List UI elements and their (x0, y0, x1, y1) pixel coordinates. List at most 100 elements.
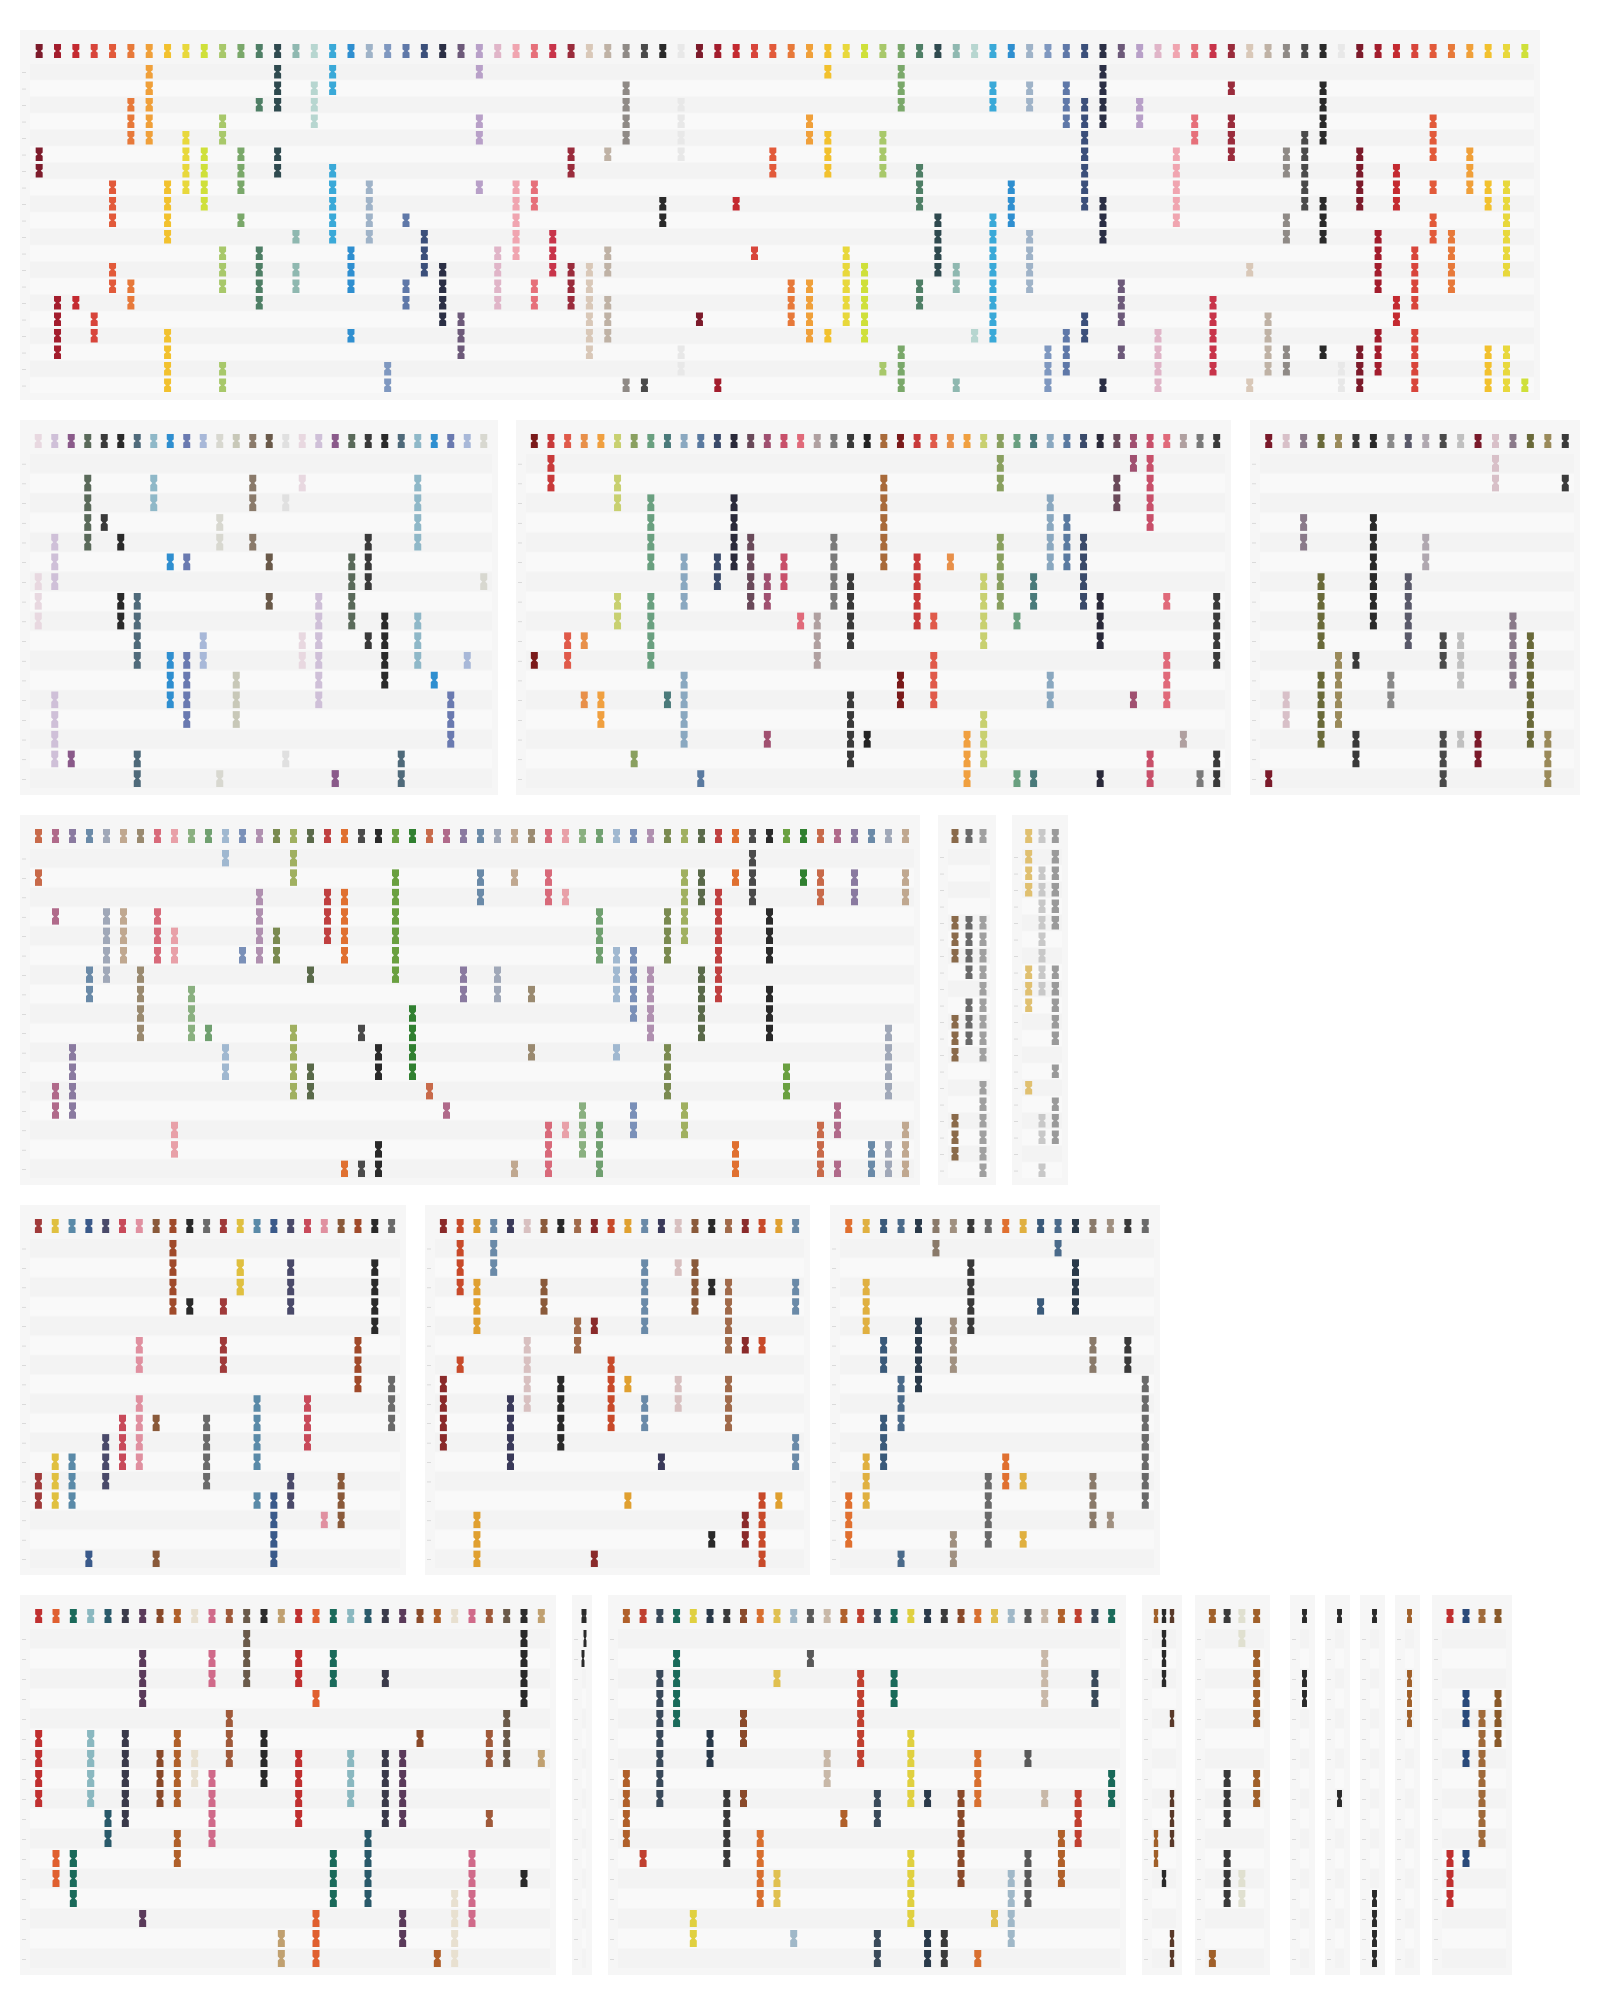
strap-mark (673, 1670, 681, 1687)
row-tick (1327, 1959, 1331, 1960)
row-tick (22, 1130, 26, 1132)
strap-mark (1051, 916, 1059, 930)
strap-mark (399, 1750, 407, 1767)
strap-mark (604, 329, 612, 343)
strap-mark (622, 1790, 630, 1807)
strap-mark (873, 1810, 881, 1827)
strap-mark (963, 730, 971, 748)
strap-mark (485, 1810, 493, 1827)
header-swatch (154, 829, 161, 843)
row-tick (832, 1248, 836, 1250)
strap-mark (1484, 362, 1492, 376)
strap-mark (208, 1650, 216, 1667)
row-tick (1252, 641, 1256, 642)
strap-mark (763, 730, 771, 748)
header-swatch (1404, 434, 1412, 448)
strap-mark (166, 652, 174, 669)
strap-mark (1374, 263, 1382, 277)
header-swatch (416, 1609, 424, 1623)
row-tick (1014, 923, 1018, 924)
strap-mark (980, 730, 988, 748)
strap-mark (117, 612, 125, 630)
strap-mark (381, 671, 389, 689)
strap-mark (1136, 98, 1144, 112)
header-swatch (331, 434, 339, 448)
strap-mark (725, 1278, 733, 1296)
strap-mark (392, 888, 399, 906)
grid-row (1335, 1709, 1344, 1728)
row-tick (22, 352, 26, 354)
row-tick (1397, 1799, 1401, 1800)
header-swatch (1492, 434, 1499, 448)
strap-mark (69, 1063, 76, 1080)
strap-mark (979, 1147, 987, 1161)
header-swatch (817, 829, 824, 843)
strap-mark (1352, 652, 1360, 669)
strap-mark (747, 553, 755, 571)
strap-mark (604, 296, 612, 310)
strap-mark (857, 1670, 865, 1687)
strap-mark (1038, 1114, 1046, 1128)
grid-row (1260, 631, 1574, 651)
header-swatch (1051, 829, 1059, 843)
strap-mark (84, 494, 92, 512)
header-swatch (1038, 829, 1046, 843)
strap-mark (1374, 329, 1382, 343)
grid-row (1205, 1849, 1264, 1868)
strap-mark (647, 494, 655, 512)
strap-mark (1117, 279, 1125, 293)
header-swatch (1494, 1609, 1502, 1623)
strap-mark (216, 514, 224, 531)
strap-mark (1478, 1710, 1486, 1727)
strap-mark (713, 553, 721, 571)
row-tick (940, 1022, 944, 1023)
grid-row (1442, 1649, 1506, 1668)
strap-mark (200, 164, 208, 178)
row-tick (1434, 1859, 1438, 1860)
header-swatch (324, 829, 331, 843)
row-tick (22, 562, 26, 563)
strap-mark (930, 612, 938, 630)
strap-mark (916, 296, 924, 310)
header-swatch (1080, 434, 1088, 448)
grid-row (1300, 1729, 1309, 1748)
grid-row (30, 926, 914, 946)
strap-mark (1099, 197, 1107, 211)
strap-mark (371, 1278, 379, 1296)
header-swatch (549, 44, 557, 58)
panel-row5-g (1325, 1595, 1350, 1975)
strap-mark (1213, 652, 1221, 669)
panel-row2-c (1250, 420, 1580, 795)
header-swatch (1466, 44, 1474, 58)
strap-mark (897, 1395, 905, 1412)
strap-mark (530, 180, 538, 194)
header-swatch (84, 434, 92, 448)
row-tick (518, 582, 522, 583)
strap-mark (183, 711, 191, 728)
strap-mark (766, 947, 773, 964)
strap-mark (673, 1690, 681, 1707)
strap-mark (880, 1356, 888, 1373)
grid-row (582, 1849, 586, 1868)
row-tick (22, 936, 26, 937)
strap-mark (255, 279, 263, 293)
strap-mark (530, 296, 538, 310)
grid-row (30, 1023, 914, 1043)
strap-mark (824, 131, 832, 145)
strap-mark (381, 1750, 389, 1767)
strap-mark (1502, 246, 1510, 260)
strap-mark (1026, 263, 1034, 277)
strap-mark (758, 1337, 766, 1354)
row-tick (22, 1462, 26, 1463)
strap-mark (119, 1434, 126, 1451)
strap-mark (1024, 1870, 1032, 1887)
strap-mark (150, 474, 158, 492)
strap-mark (1457, 632, 1465, 650)
strap-mark (310, 98, 318, 112)
strap-mark (766, 985, 773, 1003)
strap-mark (530, 197, 538, 211)
strap-mark (806, 279, 814, 293)
strap-mark (824, 147, 832, 161)
header-swatch (69, 829, 76, 843)
strap-mark (249, 533, 257, 551)
